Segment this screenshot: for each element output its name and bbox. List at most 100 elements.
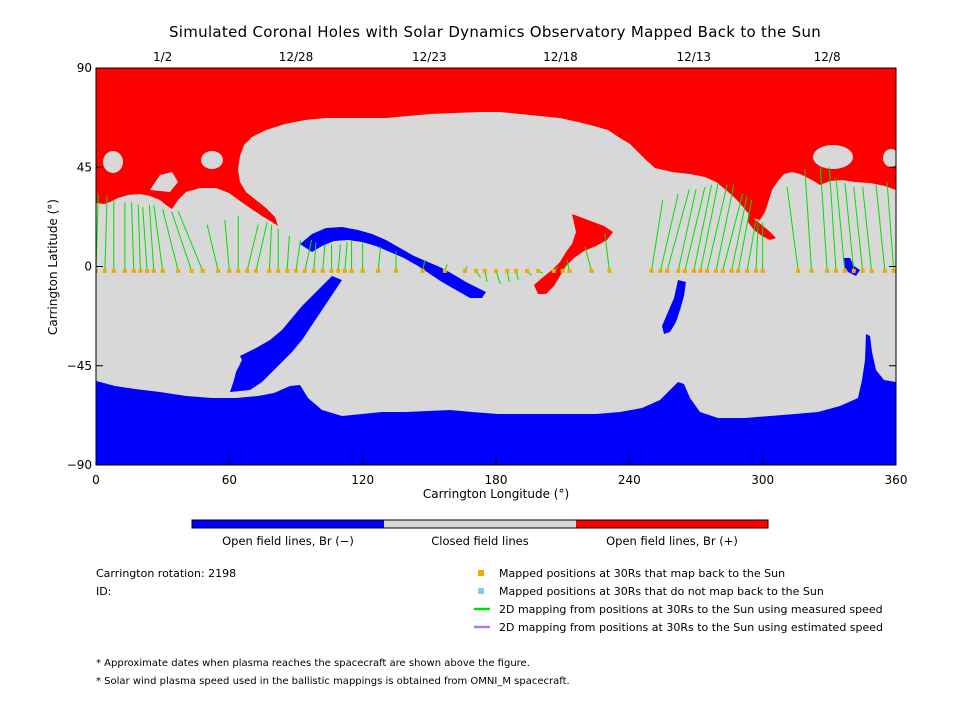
closed-island	[201, 151, 223, 169]
x-tick-label: 240	[618, 473, 641, 487]
mapping-line	[104, 195, 108, 271]
mapping-line	[337, 244, 341, 271]
mapped-point	[349, 268, 354, 273]
mapping-line	[706, 184, 728, 272]
mapped-point	[536, 268, 541, 273]
mapping-line	[495, 270, 501, 285]
mapped-point	[649, 268, 654, 273]
mapping-line	[844, 182, 855, 271]
chart-title: Simulated Coronal Holes with Solar Dynam…	[169, 23, 821, 41]
mapped-point	[394, 268, 398, 273]
mapping-line	[659, 193, 679, 272]
y-tick-label: −90	[67, 458, 92, 472]
top-date-label: 12/23	[412, 50, 447, 64]
mapping-line	[755, 220, 759, 271]
mapping-line	[693, 184, 713, 272]
mapped-point	[525, 268, 530, 273]
mapped-point	[227, 268, 232, 273]
top-date-label: 12/18	[543, 50, 578, 64]
footer-id: ID:	[96, 585, 111, 598]
mapping-line	[224, 220, 230, 271]
mapped-point	[691, 268, 696, 273]
closed-island	[103, 151, 123, 173]
x-tick-label: 0	[92, 473, 100, 487]
negative-open-field-south	[96, 334, 896, 465]
x-tick-label: 360	[885, 473, 908, 487]
mapping-line	[666, 189, 690, 272]
mapped-point	[560, 268, 565, 273]
mapped-point	[882, 268, 887, 273]
mapping-line	[304, 239, 313, 272]
negative-open-field-patch	[662, 280, 686, 334]
mapped-point	[514, 268, 518, 273]
mapping-line	[206, 224, 219, 272]
mapped-point	[682, 268, 687, 273]
mapped-point	[809, 268, 814, 273]
mapped-point	[189, 268, 194, 273]
colorbar-label: Open field lines, Br (+)	[606, 534, 738, 548]
mapping-line	[295, 239, 301, 271]
mapping-line	[322, 244, 326, 271]
mapped-point	[494, 268, 498, 273]
mapped-point	[720, 268, 725, 273]
mapped-point	[729, 268, 734, 273]
legend-label: Mapped positions at 30Rs that do not map…	[499, 585, 824, 598]
mapped-point	[96, 268, 98, 273]
x-tick-label: 300	[751, 473, 774, 487]
mapped-point	[254, 268, 258, 273]
mapped-point	[745, 268, 750, 273]
mapping-line	[177, 211, 204, 272]
mapping-line	[131, 202, 135, 271]
mapping-line	[286, 235, 290, 271]
mapping-line	[746, 220, 757, 271]
colorbar-frame	[191, 519, 769, 529]
legend-marker	[478, 570, 484, 576]
mapping-line	[246, 224, 259, 272]
mapped-point	[102, 268, 107, 273]
x-tick-label: 120	[351, 473, 374, 487]
mapped-points	[96, 268, 896, 273]
y-axis-ticks: 90 45 0 −45 −90	[67, 61, 896, 472]
mapped-point	[754, 268, 758, 273]
mapping-line	[677, 189, 697, 272]
mapped-point	[589, 268, 594, 273]
mapping-line	[684, 186, 706, 272]
mapped-point	[311, 268, 316, 273]
mapping-line	[651, 200, 664, 271]
x-axis-ticks: 0 60 120 180 240 300 360	[92, 458, 907, 487]
positive-open-field-north	[96, 68, 896, 226]
mapped-point	[320, 268, 325, 273]
mapped-point	[200, 268, 205, 273]
mapped-point	[111, 268, 116, 273]
negative-open-field-tongue	[300, 227, 486, 298]
map-plot	[96, 68, 896, 465]
mapped-point	[842, 268, 847, 273]
mapped-point	[329, 268, 334, 273]
mapped-point	[285, 268, 290, 273]
y-tick-label: 90	[77, 61, 92, 75]
top-date-label: 1/2	[153, 50, 172, 64]
mapped-point	[122, 268, 127, 273]
mapped-point	[860, 268, 865, 273]
mapping-line	[142, 206, 148, 271]
mapped-point	[151, 268, 156, 273]
mapping-line	[862, 187, 873, 271]
mapping-line	[819, 167, 828, 271]
carrington-rotation: Carrington rotation: 2198	[96, 567, 236, 580]
mapped-point	[551, 268, 556, 273]
mapping-line	[162, 209, 179, 272]
mapping-line	[377, 246, 381, 271]
closed-island	[150, 172, 178, 192]
mapped-point	[376, 268, 381, 273]
mapped-point	[245, 268, 250, 273]
x-axis-label: Carrington Longitude (°)	[423, 487, 569, 501]
mapping-line	[875, 184, 886, 271]
mapped-point	[138, 268, 143, 273]
mapped-point	[834, 268, 838, 273]
mapped-point	[160, 268, 165, 273]
mapping-line	[255, 222, 268, 272]
legend-marker	[478, 588, 484, 594]
mapped-point	[698, 268, 703, 273]
mapping-line	[604, 233, 610, 271]
mapping-line	[786, 187, 799, 271]
